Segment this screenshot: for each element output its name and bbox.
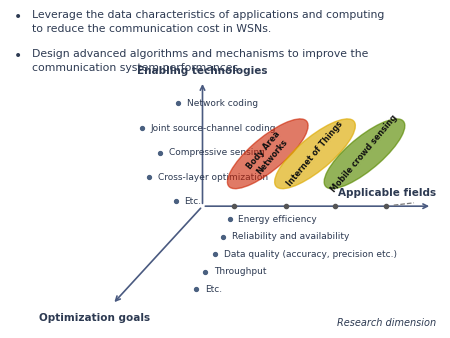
Text: Energy efficiency: Energy efficiency: [238, 215, 317, 223]
Text: Etc.: Etc.: [184, 197, 202, 206]
Text: Joint source-channel coding: Joint source-channel coding: [151, 124, 276, 133]
Text: Design advanced algorithms and mechanisms to improve the
communication system pe: Design advanced algorithms and mechanism…: [32, 49, 369, 73]
Text: Throughput: Throughput: [214, 267, 266, 276]
Text: Internet of Things: Internet of Things: [285, 120, 345, 188]
Text: Reliability and availability: Reliability and availability: [232, 232, 349, 241]
Text: Compressive sensing: Compressive sensing: [169, 148, 265, 157]
Ellipse shape: [274, 119, 356, 189]
Text: Mobile crowd sensing: Mobile crowd sensing: [329, 113, 400, 194]
Text: Etc.: Etc.: [205, 285, 222, 294]
Text: Data quality (accuracy, precision etc.): Data quality (accuracy, precision etc.): [224, 250, 397, 259]
Text: Body Area
Networks: Body Area Networks: [245, 130, 290, 178]
Text: Enabling technologies: Enabling technologies: [137, 66, 268, 76]
Text: Network coding: Network coding: [187, 99, 258, 107]
Text: Leverage the data characteristics of applications and computing
to reduce the co: Leverage the data characteristics of app…: [32, 10, 385, 34]
Text: Optimization goals: Optimization goals: [39, 313, 150, 323]
Text: •: •: [14, 49, 22, 63]
Text: Cross-layer optimization: Cross-layer optimization: [158, 173, 268, 182]
Text: Research dimension: Research dimension: [338, 318, 436, 328]
Ellipse shape: [227, 119, 308, 189]
Text: •: •: [14, 10, 22, 24]
Ellipse shape: [324, 119, 405, 189]
Text: Applicable fields: Applicable fields: [338, 188, 436, 198]
